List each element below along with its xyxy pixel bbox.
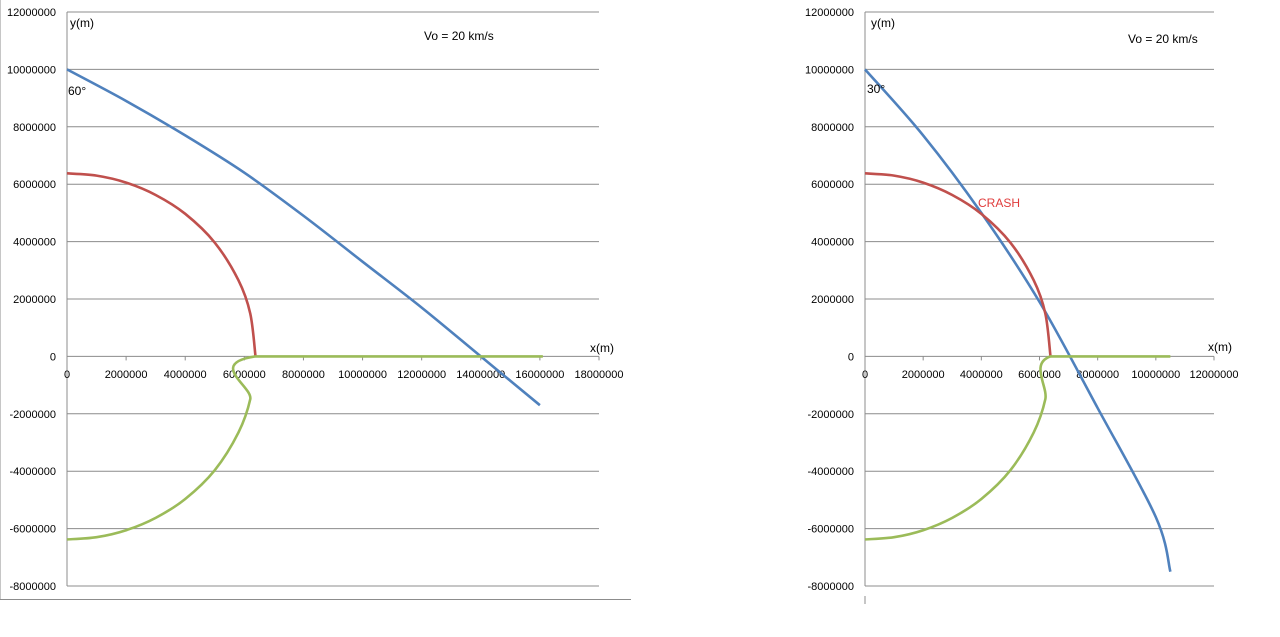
y-tick-label: 4000000 xyxy=(811,237,854,249)
x-axis-label: x(m) xyxy=(1208,340,1232,354)
y-axis-label: y(m) xyxy=(871,16,895,30)
x-tick-label: 6000000 xyxy=(1018,369,1061,381)
crash-label: CRASH xyxy=(978,196,1020,210)
x-tick-label: 12000000 xyxy=(397,369,446,381)
y-tick-label: 0 xyxy=(50,351,56,363)
series-line-0 xyxy=(864,68,1172,572)
x-tick-label: 18000000 xyxy=(575,369,624,381)
y-tick-label: 6000000 xyxy=(13,179,56,191)
x-tick-label: 2000000 xyxy=(105,369,148,381)
y-tick-label: 6000000 xyxy=(811,179,854,191)
y-tick-label: 10000000 xyxy=(7,64,56,76)
x-tick-label: 8000000 xyxy=(282,369,325,381)
y-tick-label: 10000000 xyxy=(805,64,854,76)
velocity-annotation: Vo = 20 km/s xyxy=(424,29,494,43)
y-tick-label: -6000000 xyxy=(10,524,57,536)
x-tick-label: 10000000 xyxy=(338,369,387,381)
x-tick-label: 10000000 xyxy=(1131,369,1180,381)
y-tick-label: 12000000 xyxy=(805,7,854,19)
y-tick-label: -6000000 xyxy=(808,524,855,536)
x-tick-label: 4000000 xyxy=(164,369,207,381)
y-axis-label: y(m) xyxy=(70,16,94,30)
x-tick-label: 0 xyxy=(862,369,868,381)
y-tick-label: -2000000 xyxy=(10,409,57,421)
x-tick-label: 14000000 xyxy=(456,369,505,381)
series-line-1 xyxy=(864,172,1052,357)
series-line-2 xyxy=(864,355,1171,541)
x-tick-label: 4000000 xyxy=(960,369,1003,381)
y-tick-label: 12000000 xyxy=(7,7,56,19)
x-tick-label: 12000000 xyxy=(1190,369,1239,381)
y-tick-label: 8000000 xyxy=(811,122,854,134)
y-tick-label: -8000000 xyxy=(808,581,855,593)
y-tick-label: 4000000 xyxy=(13,237,56,249)
x-tick-label: 0 xyxy=(64,369,70,381)
y-tick-label: -4000000 xyxy=(10,466,57,478)
x-tick-label: 6000000 xyxy=(223,369,266,381)
trajectory-chart-30deg: 12000000 10000000 8000000 6000000 4000000 200… xyxy=(805,7,1238,604)
y-tick-label: 8000000 xyxy=(13,122,56,134)
x-tick-label: 8000000 xyxy=(1076,369,1119,381)
series-line-0 xyxy=(66,68,541,407)
angle-label: 30° xyxy=(867,82,885,96)
y-tick-label: 2000000 xyxy=(13,294,56,306)
series-line-2 xyxy=(66,355,543,541)
y-tick-label: 2000000 xyxy=(811,294,854,306)
x-tick-label: 2000000 xyxy=(902,369,945,381)
series-line-1 xyxy=(66,172,257,357)
y-tick-label: 0 xyxy=(848,351,854,363)
y-tick-label: -4000000 xyxy=(808,466,855,478)
y-tick-label: -2000000 xyxy=(808,409,855,421)
y-tick-label: -8000000 xyxy=(10,581,57,593)
angle-label: 60° xyxy=(68,84,86,98)
x-axis-label: x(m) xyxy=(590,341,614,355)
trajectory-chart-60deg: 12000000 10000000 8000000 6000000 4000000 200… xyxy=(0,0,631,600)
x-tick-label: 16000000 xyxy=(515,369,564,381)
velocity-annotation: Vo = 20 km/s xyxy=(1128,32,1198,46)
